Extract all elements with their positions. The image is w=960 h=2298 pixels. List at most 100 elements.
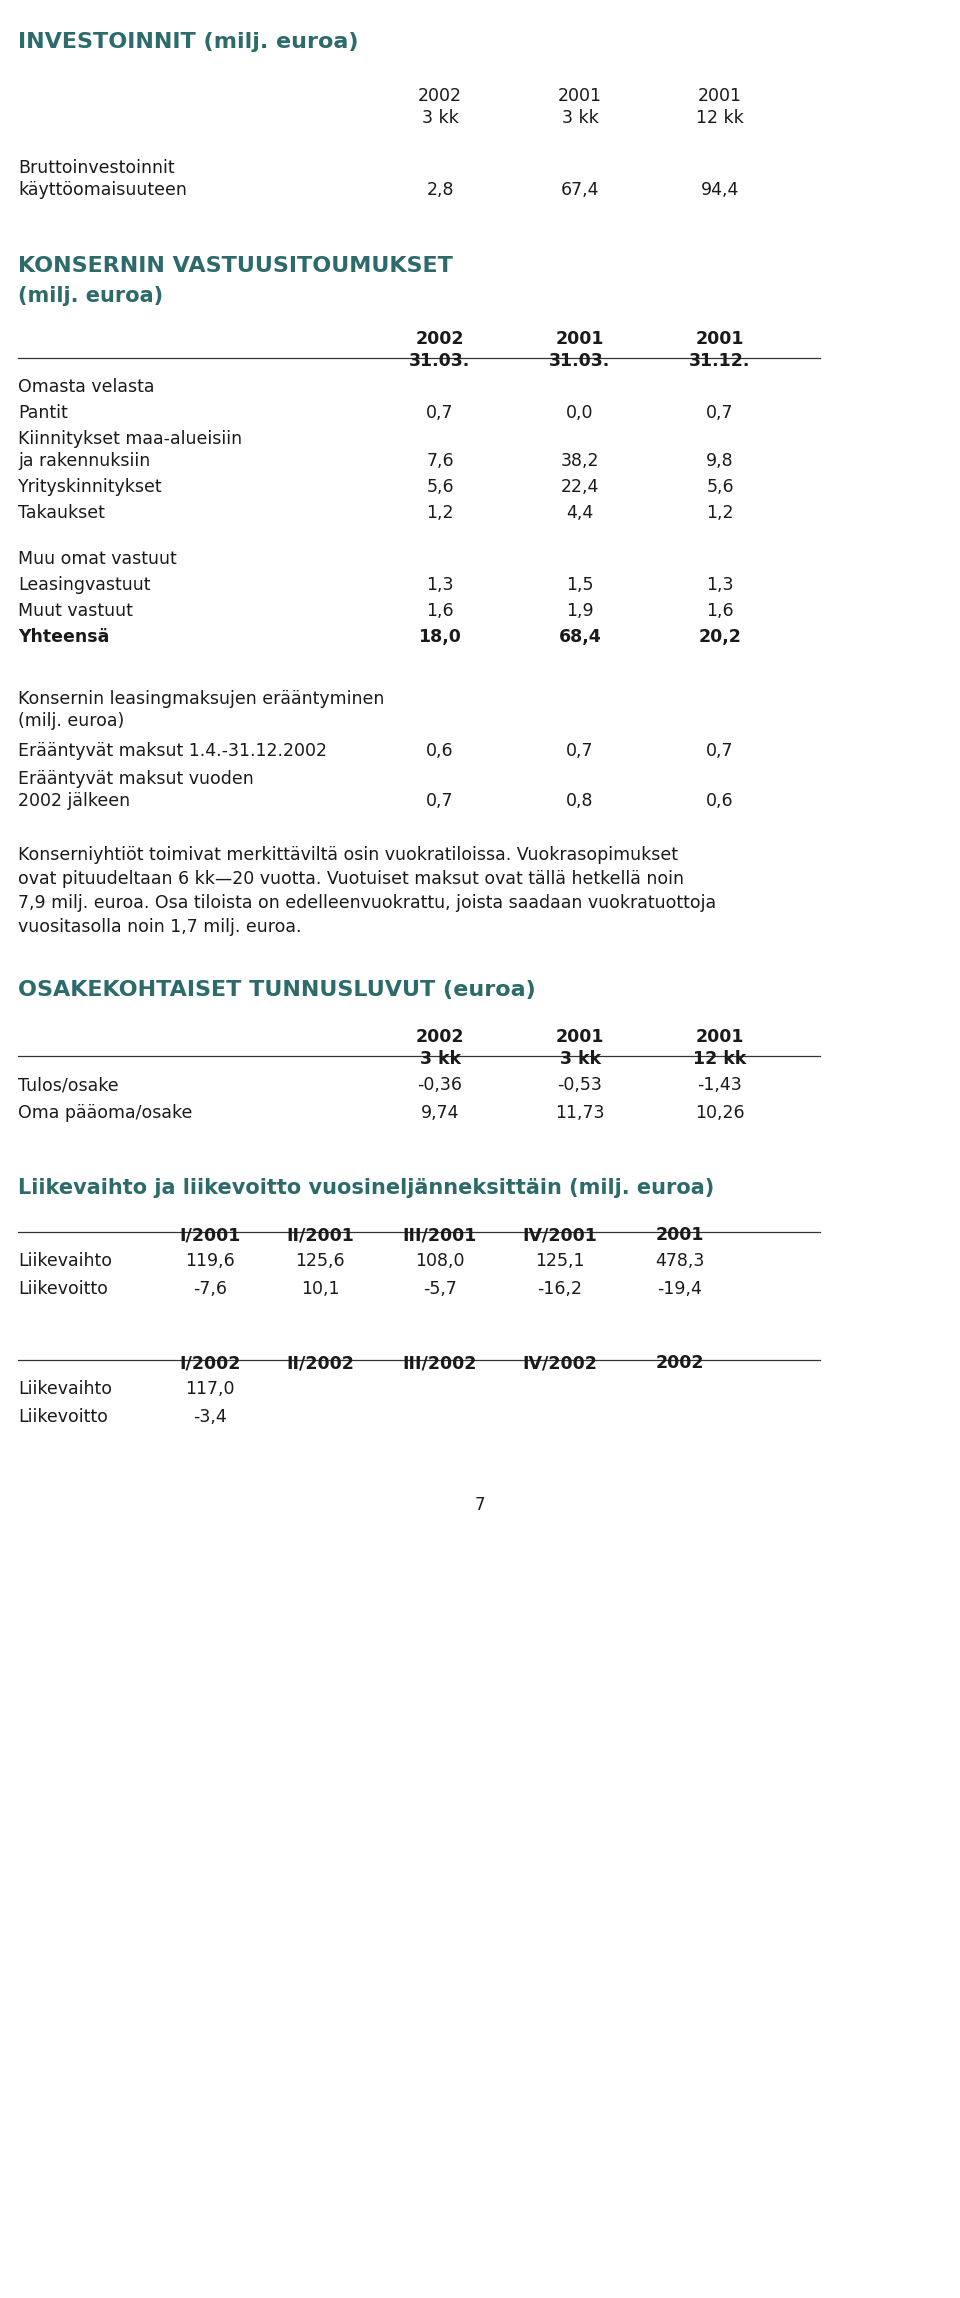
Text: 478,3: 478,3 bbox=[656, 1252, 705, 1271]
Text: 0,7: 0,7 bbox=[426, 793, 454, 809]
Text: Konserniyhtiöt toimivat merkittäviltä osin vuokratiloissa. Vuokrasopimukset: Konserniyhtiöt toimivat merkittäviltä os… bbox=[18, 846, 678, 864]
Text: Omasta velasta: Omasta velasta bbox=[18, 377, 155, 395]
Text: 2001: 2001 bbox=[558, 87, 602, 106]
Text: 2001: 2001 bbox=[656, 1227, 705, 1243]
Text: 2001: 2001 bbox=[556, 331, 604, 347]
Text: 2001: 2001 bbox=[696, 331, 744, 347]
Text: 10,1: 10,1 bbox=[300, 1280, 339, 1298]
Text: 2002: 2002 bbox=[416, 331, 465, 347]
Text: 2002: 2002 bbox=[418, 87, 462, 106]
Text: 20,2: 20,2 bbox=[699, 627, 741, 646]
Text: 1,5: 1,5 bbox=[566, 577, 593, 593]
Text: 12 kk: 12 kk bbox=[693, 1050, 747, 1069]
Text: 11,73: 11,73 bbox=[555, 1103, 605, 1121]
Text: 119,6: 119,6 bbox=[185, 1252, 235, 1271]
Text: 2001: 2001 bbox=[556, 1027, 604, 1046]
Text: KONSERNIN VASTUUSITOUMUKSET: KONSERNIN VASTUUSITOUMUKSET bbox=[18, 255, 453, 276]
Text: Liikevaihto: Liikevaihto bbox=[18, 1381, 112, 1397]
Text: -0,36: -0,36 bbox=[418, 1075, 463, 1094]
Text: I/2002: I/2002 bbox=[180, 1354, 241, 1372]
Text: -0,53: -0,53 bbox=[558, 1075, 603, 1094]
Text: Liikevoitto: Liikevoitto bbox=[18, 1409, 108, 1427]
Text: II/2001: II/2001 bbox=[286, 1227, 354, 1243]
Text: 1,6: 1,6 bbox=[707, 602, 733, 620]
Text: 0,8: 0,8 bbox=[566, 793, 593, 809]
Text: 108,0: 108,0 bbox=[416, 1252, 465, 1271]
Text: 67,4: 67,4 bbox=[561, 182, 599, 200]
Text: ovat pituudeltaan 6 kk—20 vuotta. Vuotuiset maksut ovat tällä hetkellä noin: ovat pituudeltaan 6 kk—20 vuotta. Vuotui… bbox=[18, 871, 684, 887]
Text: Liikevoitto: Liikevoitto bbox=[18, 1280, 108, 1298]
Text: 2,8: 2,8 bbox=[426, 182, 454, 200]
Text: 0,7: 0,7 bbox=[426, 404, 454, 423]
Text: 4,4: 4,4 bbox=[566, 503, 593, 522]
Text: 0,7: 0,7 bbox=[707, 404, 733, 423]
Text: 5,6: 5,6 bbox=[707, 478, 733, 496]
Text: IV/2001: IV/2001 bbox=[522, 1227, 597, 1243]
Text: 0,0: 0,0 bbox=[566, 404, 593, 423]
Text: I/2001: I/2001 bbox=[180, 1227, 241, 1243]
Text: Takaukset: Takaukset bbox=[18, 503, 105, 522]
Text: 94,4: 94,4 bbox=[701, 182, 739, 200]
Text: III/2002: III/2002 bbox=[403, 1354, 477, 1372]
Text: 3 kk: 3 kk bbox=[420, 1050, 461, 1069]
Text: ja rakennuksiin: ja rakennuksiin bbox=[18, 453, 151, 471]
Text: -7,6: -7,6 bbox=[193, 1280, 227, 1298]
Text: 31.03.: 31.03. bbox=[409, 352, 470, 370]
Text: Erääntyvät maksut 1.4.-31.12.2002: Erääntyvät maksut 1.4.-31.12.2002 bbox=[18, 742, 327, 761]
Text: Yhteensä: Yhteensä bbox=[18, 627, 109, 646]
Text: 68,4: 68,4 bbox=[559, 627, 601, 646]
Text: 7: 7 bbox=[475, 1496, 485, 1514]
Text: 2001: 2001 bbox=[696, 1027, 744, 1046]
Text: 5,6: 5,6 bbox=[426, 478, 454, 496]
Text: -5,7: -5,7 bbox=[423, 1280, 457, 1298]
Text: 2002 jälkeen: 2002 jälkeen bbox=[18, 793, 131, 809]
Text: 125,6: 125,6 bbox=[295, 1252, 345, 1271]
Text: 2002: 2002 bbox=[416, 1027, 465, 1046]
Text: 117,0: 117,0 bbox=[185, 1381, 235, 1397]
Text: 125,1: 125,1 bbox=[536, 1252, 585, 1271]
Text: 2002: 2002 bbox=[656, 1354, 705, 1372]
Text: 12 kk: 12 kk bbox=[696, 108, 744, 126]
Text: 10,26: 10,26 bbox=[695, 1103, 745, 1121]
Text: 1,3: 1,3 bbox=[426, 577, 454, 593]
Text: 9,8: 9,8 bbox=[707, 453, 733, 471]
Text: 0,6: 0,6 bbox=[426, 742, 454, 761]
Text: -16,2: -16,2 bbox=[538, 1280, 583, 1298]
Text: -19,4: -19,4 bbox=[658, 1280, 703, 1298]
Text: Leasingvastuut: Leasingvastuut bbox=[18, 577, 151, 593]
Text: 38,2: 38,2 bbox=[561, 453, 599, 471]
Text: Oma pääoma/osake: Oma pääoma/osake bbox=[18, 1103, 192, 1121]
Text: (milj. euroa): (milj. euroa) bbox=[18, 285, 163, 306]
Text: 31.03.: 31.03. bbox=[549, 352, 611, 370]
Text: Liikevaihto ja liikevoitto vuosineljänneksittäin (milj. euroa): Liikevaihto ja liikevoitto vuosineljänne… bbox=[18, 1179, 714, 1197]
Text: Yrityskinnitykset: Yrityskinnitykset bbox=[18, 478, 162, 496]
Text: -1,43: -1,43 bbox=[698, 1075, 742, 1094]
Text: II/2002: II/2002 bbox=[286, 1354, 354, 1372]
Text: 1,2: 1,2 bbox=[426, 503, 454, 522]
Text: 22,4: 22,4 bbox=[561, 478, 599, 496]
Text: Konsernin leasingmaksujen erääntyminen: Konsernin leasingmaksujen erääntyminen bbox=[18, 689, 384, 708]
Text: 1,9: 1,9 bbox=[566, 602, 594, 620]
Text: III/2001: III/2001 bbox=[403, 1227, 477, 1243]
Text: Tulos/osake: Tulos/osake bbox=[18, 1075, 119, 1094]
Text: 7,9 milj. euroa. Osa tiloista on edelleenvuokrattu, joista saadaan vuokratuottoj: 7,9 milj. euroa. Osa tiloista on edellee… bbox=[18, 894, 716, 912]
Text: Liikevaihto: Liikevaihto bbox=[18, 1252, 112, 1271]
Text: INVESTOINNIT (milj. euroa): INVESTOINNIT (milj. euroa) bbox=[18, 32, 358, 53]
Text: 1,6: 1,6 bbox=[426, 602, 454, 620]
Text: 7,6: 7,6 bbox=[426, 453, 454, 471]
Text: vuositasolla noin 1,7 milj. euroa.: vuositasolla noin 1,7 milj. euroa. bbox=[18, 917, 301, 935]
Text: 3 kk: 3 kk bbox=[562, 108, 598, 126]
Text: 0,7: 0,7 bbox=[707, 742, 733, 761]
Text: käyttöomaisuuteen: käyttöomaisuuteen bbox=[18, 182, 187, 200]
Text: 3 kk: 3 kk bbox=[421, 108, 458, 126]
Text: -3,4: -3,4 bbox=[193, 1409, 227, 1427]
Text: 9,74: 9,74 bbox=[420, 1103, 459, 1121]
Text: Pantit: Pantit bbox=[18, 404, 68, 423]
Text: Bruttoinvestoinnit: Bruttoinvestoinnit bbox=[18, 159, 175, 177]
Text: 3 kk: 3 kk bbox=[560, 1050, 601, 1069]
Text: IV/2002: IV/2002 bbox=[522, 1354, 597, 1372]
Text: 1,2: 1,2 bbox=[707, 503, 733, 522]
Text: 0,7: 0,7 bbox=[566, 742, 593, 761]
Text: 0,6: 0,6 bbox=[707, 793, 733, 809]
Text: 2001: 2001 bbox=[698, 87, 742, 106]
